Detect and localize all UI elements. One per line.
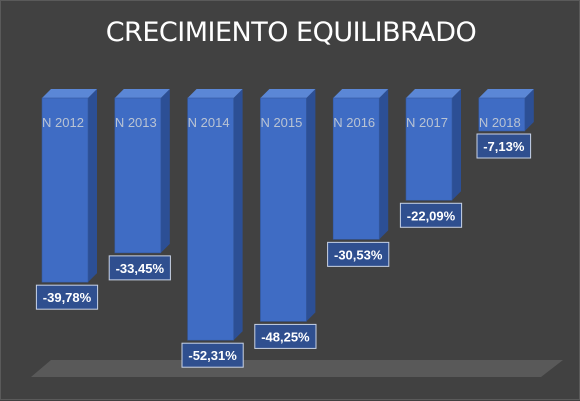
bar-group: N 2013 -33,45% — [108, 89, 171, 281]
bar-group: N 2018 -7,13% — [476, 89, 534, 159]
data-label: -52,31% — [188, 348, 237, 363]
data-label-box — [35, 284, 99, 310]
bar-top — [260, 89, 316, 98]
bar-top — [478, 89, 534, 98]
bar-side — [379, 89, 389, 240]
data-label-box — [327, 241, 390, 267]
bar-side — [233, 89, 243, 341]
bar-side — [452, 89, 461, 201]
data-label-box — [399, 202, 463, 228]
category-label: N 2015 — [260, 115, 302, 130]
category-label: N 2017 — [406, 115, 448, 130]
chart-title: CRECIMIENTO EQUILIBRADO — [105, 17, 477, 48]
bar — [478, 97, 526, 132]
category-label: N 2012 — [42, 115, 84, 130]
bar-top — [187, 89, 243, 98]
bar-top — [114, 89, 170, 98]
category-label: N 2014 — [188, 115, 230, 130]
bar-group: N 2016 -30,53% — [327, 89, 390, 267]
bar — [260, 97, 307, 322]
data-label-box — [108, 255, 171, 281]
data-label: -7,13% — [483, 139, 525, 154]
bar-side — [306, 89, 316, 322]
data-label: -48,25% — [261, 329, 310, 344]
bar-top — [406, 89, 461, 98]
bar-group: N 2012 -39,78% — [35, 89, 99, 310]
data-label-box — [476, 133, 532, 159]
data-label-box — [254, 323, 317, 349]
data-label: -39,78% — [43, 290, 92, 305]
bar-side — [160, 89, 170, 253]
data-label: -22,09% — [407, 208, 456, 223]
bar-top — [42, 89, 97, 98]
bar — [187, 97, 234, 341]
bar — [114, 97, 162, 254]
data-label: -30,53% — [334, 247, 383, 262]
bar — [332, 97, 380, 240]
bar — [41, 97, 89, 283]
bar — [405, 97, 453, 201]
bar-group: N 2015 -48,25% — [254, 89, 317, 349]
bar-group: N 2017 -22,09% — [399, 89, 463, 228]
bar-top — [333, 89, 389, 98]
bar-group: N 2014 -52,31% — [181, 89, 244, 368]
data-label-box — [181, 342, 244, 368]
bar-side — [524, 89, 534, 132]
bar-side — [88, 89, 97, 283]
category-label: N 2016 — [333, 115, 375, 130]
chart-floor — [31, 360, 563, 377]
category-label: N 2013 — [115, 115, 157, 130]
data-label: -33,45% — [116, 261, 165, 276]
category-label: N 2018 — [479, 115, 521, 130]
